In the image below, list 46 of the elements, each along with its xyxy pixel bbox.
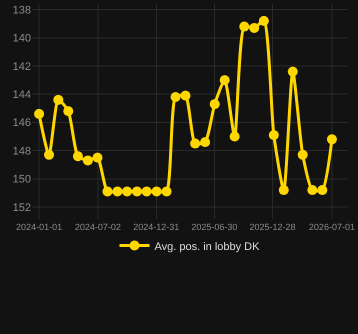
point xyxy=(326,134,337,144)
point xyxy=(317,185,328,196)
point xyxy=(122,186,132,196)
x-tick-label: 2025-06-30 xyxy=(191,222,238,232)
y-tick-label: 144 xyxy=(12,89,31,102)
point xyxy=(44,150,54,160)
point xyxy=(200,137,210,148)
point xyxy=(268,130,279,140)
legend-label: Avg. pos. in lobby DK xyxy=(154,240,260,253)
point xyxy=(190,138,200,149)
point xyxy=(278,185,289,196)
point xyxy=(34,108,44,119)
point xyxy=(102,186,112,196)
point xyxy=(298,150,308,160)
y-tick-label: 142 xyxy=(12,60,31,73)
point xyxy=(220,75,230,86)
y-tick-label: 150 xyxy=(12,174,31,186)
point xyxy=(162,186,172,196)
point xyxy=(258,16,269,26)
point xyxy=(249,22,260,33)
point xyxy=(72,151,83,162)
x-tick-label: 2024-01-01 xyxy=(16,222,62,232)
point xyxy=(307,185,318,196)
point xyxy=(142,186,152,196)
point xyxy=(132,186,142,196)
point xyxy=(53,94,64,105)
x-tick-label: 2026-07-01 xyxy=(308,222,355,232)
point xyxy=(92,152,103,163)
x-tick-label: 2024-07-02 xyxy=(74,222,121,232)
point xyxy=(63,106,74,116)
point xyxy=(152,186,162,196)
point xyxy=(239,22,250,32)
y-tick-label: 140 xyxy=(12,32,31,45)
point xyxy=(82,155,93,166)
point xyxy=(170,92,181,102)
y-tick-label: 152 xyxy=(12,202,31,214)
y-tick-label: 148 xyxy=(12,145,31,158)
x-tick-label: 2024-12-31 xyxy=(133,222,180,232)
x-tick-label: 2025-12-28 xyxy=(250,222,296,232)
point xyxy=(230,131,240,142)
point xyxy=(288,66,298,77)
point xyxy=(112,186,122,196)
point xyxy=(210,99,220,110)
y-tick-label: 138 xyxy=(12,4,31,16)
point xyxy=(180,90,190,101)
y-tick-label: 146 xyxy=(12,117,31,130)
